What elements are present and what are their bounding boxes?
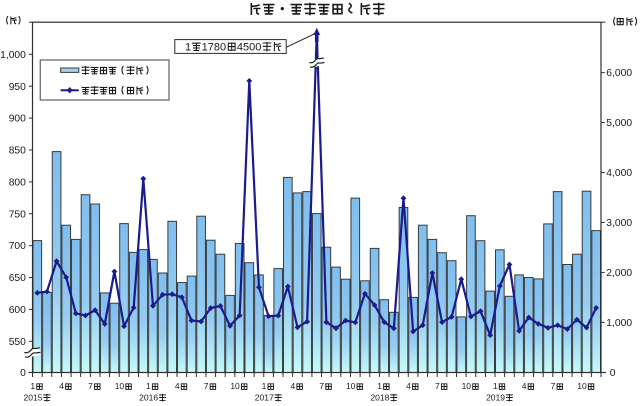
svg-text:1: 1 [493, 381, 498, 391]
svg-text:650: 650 [9, 273, 26, 284]
svg-text:1: 1 [30, 381, 35, 391]
svg-text:4: 4 [59, 381, 64, 391]
svg-text:1,000: 1,000 [606, 318, 632, 329]
svg-text:0: 0 [20, 368, 26, 379]
svg-text:2017: 2017 [255, 392, 274, 402]
svg-text:2,000: 2,000 [606, 268, 632, 279]
svg-text:1: 1 [146, 381, 151, 391]
svg-text:1: 1 [377, 381, 382, 391]
svg-text:10: 10 [230, 381, 240, 391]
svg-text:750: 750 [9, 209, 26, 220]
svg-text:800: 800 [9, 177, 26, 188]
svg-text:10: 10 [577, 381, 587, 391]
svg-text:1,000: 1,000 [0, 50, 26, 61]
svg-text:7: 7 [88, 381, 93, 391]
svg-text:2018: 2018 [370, 392, 389, 402]
svg-text:4500: 4500 [237, 42, 261, 54]
svg-text:10: 10 [346, 381, 356, 391]
svg-text:4: 4 [291, 381, 296, 391]
svg-text:7: 7 [435, 381, 440, 391]
svg-text:7: 7 [319, 381, 324, 391]
svg-text:4: 4 [522, 381, 527, 391]
svg-text:850: 850 [9, 146, 26, 157]
svg-text:950: 950 [9, 82, 26, 93]
svg-text:10: 10 [462, 381, 472, 391]
svg-text:0: 0 [610, 368, 616, 379]
svg-text:600: 600 [9, 305, 26, 316]
svg-text:4: 4 [406, 381, 411, 391]
svg-text:900: 900 [9, 114, 26, 125]
svg-text:2016: 2016 [139, 392, 158, 402]
svg-text:1: 1 [185, 42, 191, 54]
svg-text:550: 550 [9, 337, 26, 348]
svg-text:700: 700 [9, 241, 26, 252]
svg-text:5,000: 5,000 [606, 118, 632, 129]
svg-text:4,000: 4,000 [606, 168, 632, 179]
svg-text:1780: 1780 [202, 42, 226, 54]
svg-text:4: 4 [175, 381, 180, 391]
svg-text:2019: 2019 [486, 392, 505, 402]
svg-text:7: 7 [204, 381, 209, 391]
svg-text:3,000: 3,000 [606, 218, 632, 229]
svg-text:2015: 2015 [24, 392, 43, 402]
svg-text:10: 10 [115, 381, 125, 391]
svg-text:1: 1 [262, 381, 267, 391]
svg-text:7: 7 [551, 381, 556, 391]
svg-text:6,000: 6,000 [606, 68, 632, 79]
